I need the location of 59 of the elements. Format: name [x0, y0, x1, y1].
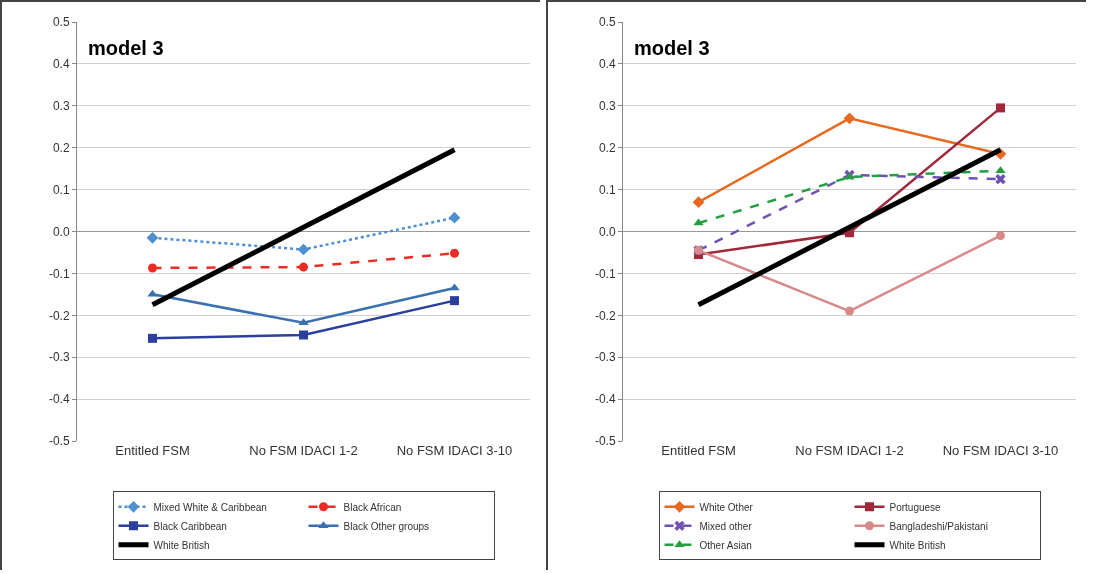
x-tick-label: No FSM IDACI 3-10 — [396, 443, 513, 458]
text: model 3 — [88, 37, 164, 59]
x-tick-label: No FSM IDACI 1-2 — [249, 443, 358, 458]
legend-label: Other Asian — [699, 539, 752, 551]
point — [147, 289, 158, 297]
y-tick-label: 0.1 — [52, 182, 70, 197]
x-tick-label: No FSM IDACI 1-2 — [795, 443, 904, 458]
point — [996, 231, 1005, 241]
y-tick-label: 0.4 — [598, 57, 616, 72]
y-tick-label: -0.5 — [594, 434, 616, 449]
y-tick-label: 0.4 — [52, 57, 70, 72]
point — [448, 211, 461, 224]
y-tick-label: 0.0 — [52, 224, 70, 239]
text: model 3 — [634, 37, 710, 59]
point — [299, 330, 308, 340]
y-tick-label: -0.1 — [48, 266, 70, 281]
legend-label: Mixed White & Caribbean — [153, 501, 267, 513]
y-tick-label: -0.4 — [594, 392, 616, 407]
legend-label: Bangladeshi/Pakistani — [889, 520, 988, 532]
x-tick-label: Entitled FSM — [115, 443, 190, 458]
point — [299, 262, 308, 272]
y-tick-label: 0.2 — [598, 140, 616, 155]
legend-label: Black Caribbean — [153, 520, 227, 532]
y-tick-label: 0.3 — [52, 99, 70, 113]
y-tick-label: 0.5 — [52, 15, 70, 30]
point — [996, 103, 1005, 113]
point — [843, 112, 856, 125]
point — [450, 296, 459, 306]
point — [845, 306, 854, 316]
point — [297, 243, 310, 256]
y-tick-label: -0.4 — [48, 392, 70, 407]
legend-label: White Other — [699, 501, 754, 513]
y-tick-label: 0.3 — [598, 99, 616, 113]
legend-label: Mixed other — [699, 520, 753, 532]
y-tick-label: -0.3 — [594, 350, 616, 365]
y-tick-label: -0.2 — [48, 308, 70, 323]
y-tick-label: -0.2 — [594, 308, 616, 323]
point — [298, 318, 309, 326]
x-tick-label: Entitled FSM — [661, 443, 736, 458]
point — [450, 248, 459, 258]
y-tick-label: 0.0 — [598, 224, 616, 239]
point — [449, 283, 460, 291]
point — [148, 333, 157, 343]
point — [692, 196, 705, 209]
y-tick-label: 0.1 — [598, 182, 616, 197]
legend-label: White British — [889, 539, 946, 551]
legend-label: Black African — [343, 501, 402, 513]
point — [148, 263, 157, 273]
point — [146, 231, 159, 244]
legend-label: Portuguese — [889, 501, 942, 513]
y-tick-label: -0.5 — [48, 434, 70, 449]
y-tick-label: -0.1 — [594, 266, 616, 281]
legend-label: White British — [153, 539, 210, 551]
y-tick-label: 0.5 — [598, 15, 616, 30]
y-tick-label: -0.3 — [48, 350, 70, 365]
point — [995, 174, 1006, 185]
x-tick-label: No FSM IDACI 3-10 — [942, 443, 1059, 458]
y-tick-label: 0.2 — [52, 140, 70, 155]
legend-label: Black Other groups — [343, 520, 430, 532]
